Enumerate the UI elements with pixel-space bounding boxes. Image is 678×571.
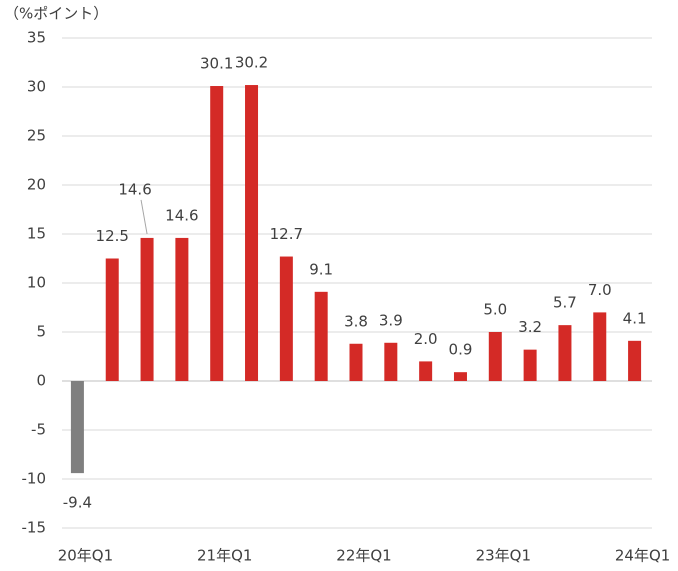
y-tick-label: 25 [27,127,46,145]
data-label: 7.0 [588,281,612,299]
x-tick-label: 20年Q1 [58,547,113,565]
y-tick-label: 30 [27,78,46,96]
data-label: 0.9 [449,341,473,359]
data-label: 9.1 [309,260,333,278]
data-label: 4.1 [623,309,647,327]
data-label: 2.0 [414,330,438,348]
bar [245,85,259,381]
y-tick-label: 35 [27,29,46,47]
y-tick-label: 0 [36,372,46,390]
data-label: 14.6 [118,180,151,198]
data-label: 5.7 [553,294,577,312]
x-tick-label: 21年Q1 [197,547,252,565]
data-label: 30.2 [235,54,268,72]
y-tick-label: -5 [31,421,46,439]
bar [384,342,398,381]
data-label: 14.6 [165,206,198,224]
bar [628,340,642,381]
bar [419,361,433,381]
bar [453,372,467,381]
bar [523,349,537,381]
y-tick-label: 5 [36,323,46,341]
y-tick-label: -10 [22,470,47,488]
data-label: 12.5 [96,227,129,245]
data-label: -9.4 [63,494,92,512]
bar [558,325,572,381]
bar [593,312,607,381]
bar [314,291,328,381]
y-tick-label: 10 [27,274,46,292]
data-label: 3.9 [379,311,403,329]
bar [175,237,189,381]
y-tick-label: 15 [27,225,46,243]
leader-line [140,199,148,235]
bar [140,237,154,381]
bar [488,332,502,381]
data-label: 12.7 [270,225,303,243]
data-label: 3.2 [518,318,542,336]
y-tick-label: -15 [22,519,47,537]
bar [70,381,84,474]
bar [279,256,293,381]
y-axis-label: （%ポイント） [4,5,108,23]
x-tick-label: 23年Q1 [476,547,531,565]
data-label: 5.0 [483,301,507,319]
bar [349,343,363,381]
data-label: 3.8 [344,312,368,330]
x-tick-label: 22年Q1 [336,547,391,565]
bar [105,258,119,381]
x-tick-label: 24年Q1 [615,547,670,565]
y-tick-label: 20 [27,176,46,194]
bar [210,86,224,382]
data-label: 30.1 [200,55,233,73]
